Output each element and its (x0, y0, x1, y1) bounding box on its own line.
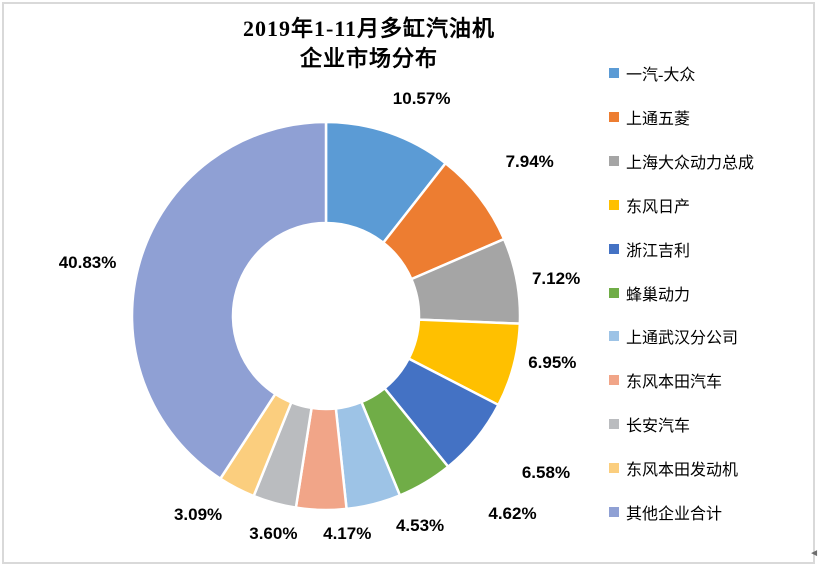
data-label-3: 6.95% (528, 353, 577, 373)
chart-title: 2019年1-11月多缸汽油机 企业市场分布 (0, 14, 738, 74)
pie-slice-10[interactable] (130, 120, 328, 480)
data-label-7: 4.17% (323, 523, 372, 543)
legend-color-swatch (609, 111, 619, 122)
data-label-4: 6.58% (521, 463, 571, 483)
legend-color-swatch (609, 507, 619, 517)
legend-item-9[interactable]: 东风本田发动机 (609, 454, 738, 482)
legend-color-swatch (609, 375, 619, 386)
legend-label: 东风日产 (626, 198, 691, 216)
legend-color-swatch (609, 419, 619, 430)
legend-label: 长安汽车 (626, 418, 691, 436)
data-label-6: 4.53% (395, 515, 445, 535)
legend-item-3[interactable]: 东风日产 (609, 191, 690, 219)
legend-color-swatch (609, 199, 619, 210)
legend-color-swatch (609, 243, 619, 254)
legend-color-swatch (609, 331, 619, 342)
chart-title-line2: 企业市场分布 (299, 46, 438, 71)
data-label-5: 4.62% (488, 504, 537, 524)
chart-title-line1: 2019年1-11月多缸汽油机 (242, 16, 496, 41)
data-label-0: 10.57% (392, 88, 451, 108)
legend-color-swatch (609, 155, 619, 166)
legend-label: 东风本田发动机 (626, 462, 739, 480)
legend-label: 其他企业合计 (626, 506, 723, 523)
legend-item-10[interactable]: 其他企业合计 (609, 498, 722, 526)
legend-item-4[interactable]: 浙江吉利 (609, 235, 690, 263)
data-label-1: 7.94% (505, 152, 554, 172)
legend-color-swatch (609, 68, 619, 78)
legend-color-swatch (609, 287, 619, 298)
legend-label: 东风本田汽车 (626, 374, 723, 392)
data-label-9: 3.09% (173, 504, 223, 524)
legend-label: 蜂巢动力 (626, 286, 691, 304)
legend-item-8[interactable]: 长安汽车 (609, 410, 690, 438)
legend-color-swatch (609, 463, 619, 474)
legend-item-5[interactable]: 蜂巢动力 (609, 279, 690, 307)
data-label-2: 7.12% (531, 268, 581, 288)
data-label-10: 40.83% (58, 253, 117, 273)
legend-item-6[interactable]: 上通武汉分公司 (609, 322, 738, 350)
legend-item-0[interactable]: 一汽-大众 (609, 59, 695, 87)
legend-label: 上通五菱 (626, 110, 691, 128)
legend-item-7[interactable]: 东风本田汽车 (609, 366, 722, 394)
legend-label: 上海大众动力总成 (626, 154, 755, 172)
legend-label: 上通武汉分公司 (626, 330, 739, 348)
data-label-8: 3.60% (249, 523, 298, 543)
chart-legend: 一汽-大众上通五菱上海大众动力总成 东风日产浙江吉利蜂巢动力上通武汉分公司 东风本田… (609, 52, 809, 537)
legend-label: 浙江吉利 (626, 242, 691, 260)
legend-label: 一汽-大众 (626, 67, 696, 84)
anchor-arrow-icon: ◄ (809, 548, 819, 559)
legend-item-1[interactable]: 上通五菱 (609, 103, 690, 131)
legend-item-2[interactable]: 上海大众动力总成 (609, 147, 754, 175)
